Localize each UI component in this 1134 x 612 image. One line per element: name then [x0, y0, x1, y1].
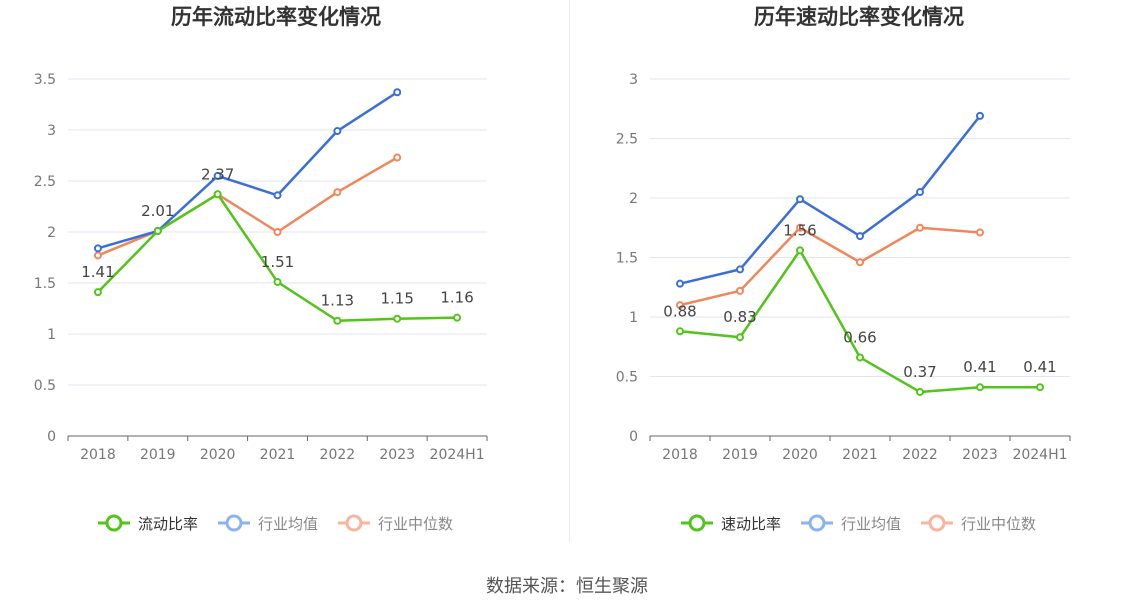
data-point	[976, 111, 984, 120]
data-point	[976, 383, 984, 392]
data-point	[676, 279, 684, 288]
data-point	[916, 387, 924, 396]
x-tick-label: 2019	[722, 447, 758, 463]
legend-label: 行业均值	[841, 515, 901, 533]
data-point	[736, 265, 744, 274]
data-point	[916, 223, 924, 232]
data-point	[856, 232, 864, 241]
data-point	[213, 190, 222, 199]
data-label: 2.37	[201, 165, 234, 183]
chart-title: 历年速动比率变化情况	[754, 5, 964, 29]
data-point	[393, 153, 402, 162]
x-tick-label: 2024H1	[1012, 447, 1067, 463]
x-tick-label: 2024H1	[430, 447, 485, 463]
data-point	[453, 313, 462, 322]
data-point	[333, 127, 342, 136]
data-point	[213, 171, 222, 180]
legend-swatch-marker	[345, 514, 363, 532]
y-tick-label: 1.5	[34, 276, 56, 292]
data-point	[856, 353, 864, 362]
data-point	[393, 314, 402, 323]
y-tick-label: 2.5	[616, 132, 638, 148]
data-label: 1.41	[81, 263, 114, 281]
x-tick-label: 2020	[782, 447, 818, 463]
series-line	[679, 226, 981, 307]
data-point	[333, 316, 342, 325]
data-label: 1.15	[381, 290, 414, 308]
data-point	[1036, 383, 1044, 392]
legend-label: 行业中位数	[961, 515, 1036, 533]
data-label: 0.83	[723, 308, 756, 326]
chart-title: 历年流动比率变化情况	[171, 5, 381, 29]
data-label: 0.66	[843, 328, 876, 346]
legend-label: 速动比率	[721, 515, 781, 533]
x-tick-label: 2018	[662, 447, 698, 463]
data-point	[153, 226, 162, 235]
y-tick-label: 3	[47, 123, 56, 139]
x-tick-label: 2020	[200, 447, 236, 463]
data-label: 0.37	[903, 363, 936, 381]
y-tick-label: 2	[47, 225, 56, 241]
x-tick-label: 2022	[320, 447, 356, 463]
data-label: 0.41	[1023, 358, 1056, 376]
data-point	[93, 288, 102, 297]
series-line	[679, 115, 981, 285]
x-tick-label: 2018	[80, 447, 116, 463]
data-label: 1.51	[261, 253, 294, 271]
data-point	[676, 301, 684, 310]
x-tick-label: 2022	[902, 447, 938, 463]
data-point	[976, 228, 984, 237]
legend-swatch-marker	[808, 514, 826, 532]
data-point	[333, 188, 342, 197]
data-label: 0.88	[663, 302, 696, 320]
legend-swatch-marker	[928, 514, 946, 532]
data-point	[393, 88, 402, 97]
data-point	[916, 188, 924, 197]
legend-label: 行业均值	[258, 515, 318, 533]
data-point	[736, 286, 744, 295]
data-point	[676, 327, 684, 336]
y-tick-label: 0	[629, 429, 638, 445]
x-tick-label: 2023	[379, 447, 415, 463]
y-tick-label: 1	[629, 310, 638, 326]
series-line	[97, 91, 398, 250]
legend-swatch-marker	[688, 514, 706, 532]
data-point	[273, 277, 282, 286]
y-tick-label: 1	[47, 327, 56, 343]
x-tick-label: 2021	[842, 447, 878, 463]
y-tick-label: 3.5	[34, 72, 56, 88]
legend-swatch-marker	[225, 514, 243, 532]
x-tick-label: 2021	[260, 447, 296, 463]
y-tick-label: 2.5	[34, 174, 56, 190]
data-point	[273, 228, 282, 236]
data-point	[796, 195, 804, 204]
y-tick-label: 0	[47, 429, 56, 445]
y-tick-label: 0.5	[34, 378, 56, 394]
data-point	[93, 244, 102, 253]
data-point	[796, 246, 804, 255]
legend-label: 行业中位数	[378, 515, 453, 533]
source-note: 数据来源：恒生聚源	[486, 576, 648, 597]
data-label: 2.01	[141, 202, 174, 220]
data-point	[736, 333, 744, 342]
data-label: 1.16	[440, 289, 473, 307]
legend-label: 流动比率	[138, 515, 198, 533]
y-tick-label: 0.5	[616, 370, 638, 386]
data-label: 0.41	[963, 358, 996, 376]
data-point	[93, 251, 102, 260]
data-point	[856, 258, 864, 267]
legend-swatch-marker	[105, 514, 123, 532]
x-tick-label: 2019	[140, 447, 176, 463]
data-point	[796, 223, 804, 232]
data-label: 1.13	[321, 292, 354, 310]
x-tick-label: 2023	[962, 447, 998, 463]
y-tick-label: 2	[629, 191, 638, 207]
y-tick-label: 1.5	[616, 251, 638, 267]
y-tick-label: 3	[629, 72, 638, 88]
panel-divider	[569, 0, 570, 542]
data-point	[273, 191, 282, 200]
data-label: 1.56	[783, 221, 816, 239]
